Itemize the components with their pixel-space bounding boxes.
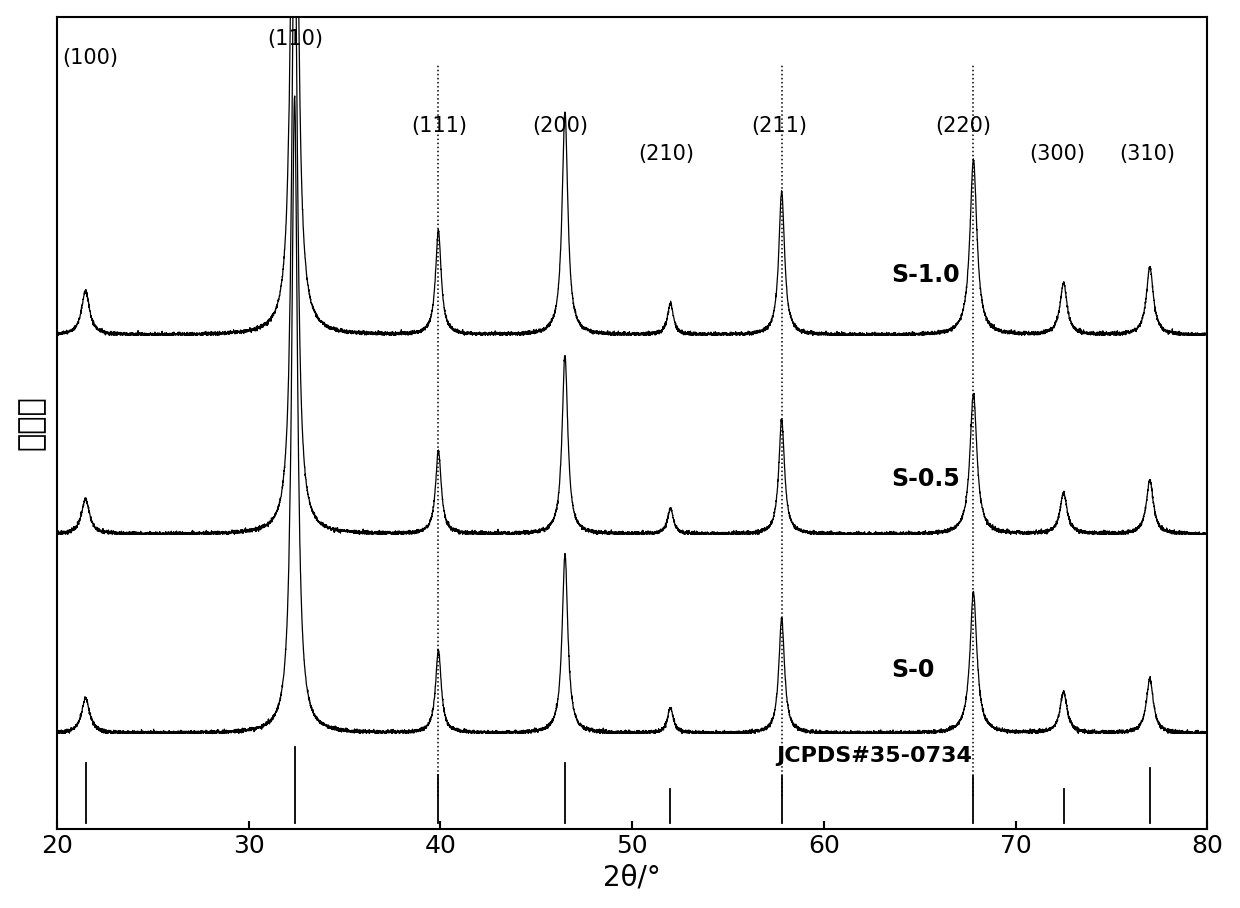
Text: (200): (200) <box>532 116 588 136</box>
Text: (210): (210) <box>637 144 694 164</box>
Text: (220): (220) <box>935 116 991 136</box>
Text: S-0: S-0 <box>892 657 935 682</box>
Text: S-1.0: S-1.0 <box>892 263 960 288</box>
Text: (300): (300) <box>1029 144 1085 164</box>
Text: S-0.5: S-0.5 <box>892 467 960 490</box>
Text: JCPDS#35-0734: JCPDS#35-0734 <box>776 745 972 765</box>
X-axis label: 2θ/°: 2θ/° <box>603 864 661 892</box>
Text: (211): (211) <box>751 116 807 136</box>
Text: (110): (110) <box>268 28 324 48</box>
Y-axis label: 峰强度: 峰强度 <box>16 395 46 450</box>
Text: (100): (100) <box>62 48 119 68</box>
Text: (111): (111) <box>412 116 467 136</box>
Text: (310): (310) <box>1120 144 1176 164</box>
